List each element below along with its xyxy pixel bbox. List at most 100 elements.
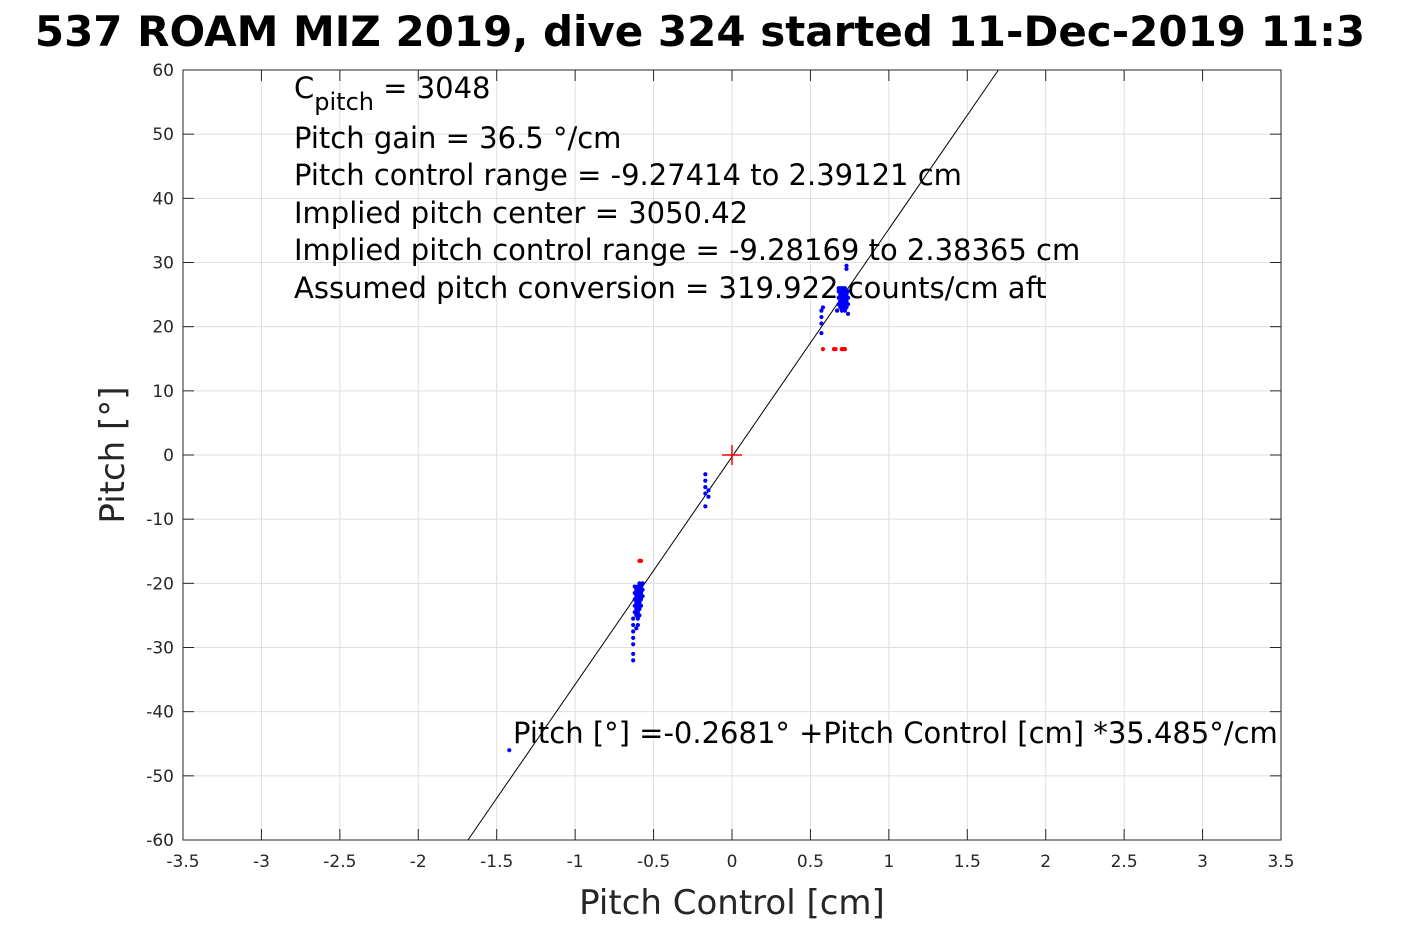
x-tick-label: 2.5 <box>1111 852 1138 872</box>
data-point <box>635 616 640 621</box>
x-tick-label: 3 <box>1197 852 1208 872</box>
data-point <box>703 472 708 477</box>
data-point <box>637 600 642 605</box>
data-point <box>841 305 846 310</box>
y-tick-label: -10 <box>146 510 174 530</box>
y-tick-label: 0 <box>163 446 174 466</box>
x-tick-label: 1 <box>883 852 894 872</box>
data-point <box>637 606 642 612</box>
y-tick-label: 50 <box>152 125 174 145</box>
data-point <box>631 616 636 621</box>
x-tick-label: -1 <box>567 852 584 872</box>
x-tick-label: 0 <box>727 852 738 872</box>
data-point <box>640 587 645 592</box>
data-point <box>844 305 849 310</box>
data-point <box>638 597 644 602</box>
annotation-implied-pitch-range: Implied pitch control range = -9.28169 t… <box>294 233 1080 267</box>
data-point <box>634 613 639 618</box>
data-point <box>638 584 644 589</box>
data-point <box>640 594 645 599</box>
y-tick-label: 60 <box>152 61 174 81</box>
y-tick-label: 30 <box>152 254 174 274</box>
y-tick-label: 20 <box>152 318 174 338</box>
data-point <box>820 305 826 310</box>
data-point <box>833 347 838 352</box>
data-point <box>839 289 844 294</box>
y-tick-label: -60 <box>146 831 174 851</box>
data-point <box>836 289 841 294</box>
data-point <box>632 610 637 615</box>
data-point <box>841 292 846 297</box>
annotation-cpitch-sub: pitch <box>314 88 374 116</box>
center-marker <box>722 445 742 465</box>
data-point <box>507 748 512 753</box>
data-point <box>703 491 708 496</box>
annotation-cpitch-main: C <box>294 71 314 105</box>
data-point <box>635 603 640 608</box>
x-tick-label: -1.5 <box>480 852 513 872</box>
x-tick-label: 3.5 <box>1267 852 1294 872</box>
data-point <box>819 314 824 320</box>
data-point <box>845 311 851 316</box>
x-tick-label: -2 <box>410 852 427 872</box>
x-tick-label: -3 <box>253 852 270 872</box>
data-point <box>838 292 843 297</box>
fit-equation-label: Pitch [°] =-0.2681° +Pitch Control [cm] … <box>513 716 1278 750</box>
data-point <box>844 292 849 297</box>
data-point <box>635 597 640 602</box>
data-point <box>819 321 824 326</box>
y-tick-label: -50 <box>146 767 174 787</box>
data-point <box>631 622 636 628</box>
data-point <box>632 597 637 602</box>
data-point <box>845 302 851 307</box>
data-point <box>839 308 844 313</box>
data-point <box>844 298 849 304</box>
data-points <box>507 263 851 753</box>
data-point <box>842 286 848 291</box>
x-tick-labels: -3.5 -3 -2.5 -2 -1.5 -1 -0.5 0 0.5 1 1.5 2 2.5 3 3.5 <box>166 852 1294 872</box>
data-point <box>635 610 640 615</box>
data-point <box>637 594 642 599</box>
x-tick-label: 0.5 <box>797 852 824 872</box>
data-point <box>842 302 848 307</box>
data-point <box>638 590 644 596</box>
y-tick-label: 10 <box>152 382 174 402</box>
data-point <box>842 347 848 352</box>
data-point <box>820 347 826 352</box>
data-point <box>631 651 636 657</box>
data-point <box>635 584 640 589</box>
data-point <box>842 295 848 300</box>
data-point <box>706 494 711 499</box>
y-tick-label: -20 <box>146 574 174 594</box>
data-point <box>637 613 642 618</box>
data-point <box>836 302 841 307</box>
x-tick-label: -2.5 <box>323 852 356 872</box>
data-point <box>632 584 637 589</box>
data-point <box>634 626 639 631</box>
data-point <box>706 488 711 493</box>
annotation-cpitch-value: = 3048 <box>374 71 491 105</box>
annotation-block: Cpitch = 3048 Pitch gain = 36.5 °/cm Pit… <box>294 71 1080 305</box>
y-tick-label: -40 <box>146 703 174 723</box>
annotation-implied-pitch-center: Implied pitch center = 3050.42 <box>294 196 748 230</box>
data-point <box>638 558 644 563</box>
chart-title: 537 ROAM MIZ 2019, dive 324 started 11-D… <box>35 7 1365 56</box>
annotation-pitch-conversion: Assumed pitch conversion = 319.922 count… <box>294 271 1047 305</box>
annotation-pitch-gain: Pitch gain = 36.5 °/cm <box>294 121 621 155</box>
x-tick-label: 1.5 <box>954 852 981 872</box>
data-point <box>703 484 708 490</box>
ticks <box>182 69 1282 841</box>
data-point <box>634 600 639 605</box>
data-point <box>703 504 708 509</box>
data-point <box>637 581 642 586</box>
x-tick-label: 2 <box>1040 852 1051 872</box>
data-point <box>819 308 824 313</box>
data-point <box>635 590 640 596</box>
data-point <box>838 305 843 310</box>
data-point <box>845 295 851 300</box>
data-point <box>631 629 636 634</box>
x-tick-label: -0.5 <box>637 852 670 872</box>
data-point <box>703 478 708 483</box>
y-tick-labels: -60 -50 -40 -30 -20 -10 0 10 20 30 40 50 60 <box>146 61 174 851</box>
